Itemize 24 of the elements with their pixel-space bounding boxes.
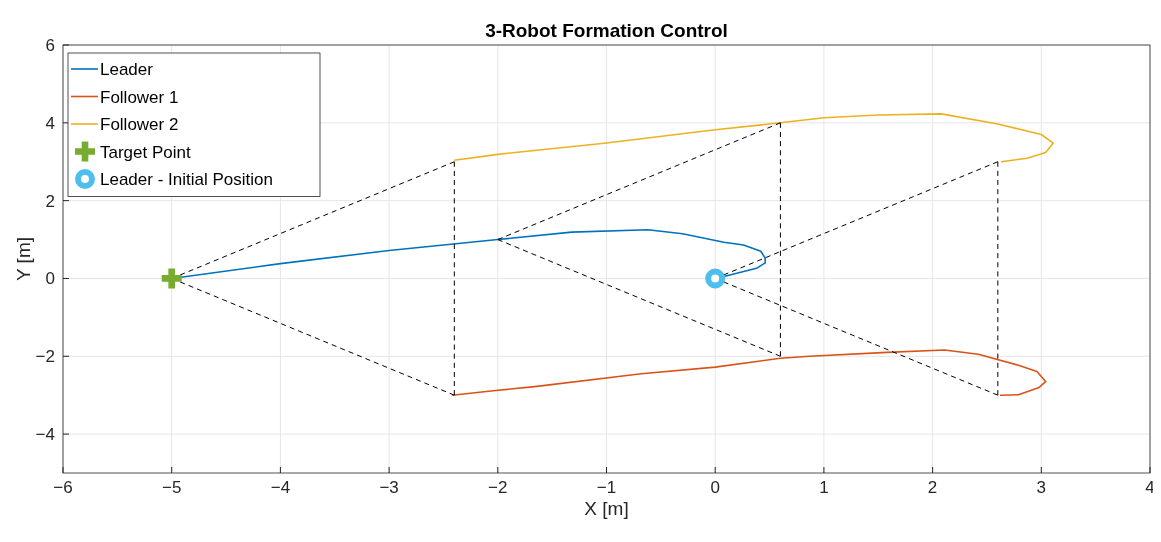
y-tick-label: −4 [35, 425, 55, 445]
y-tick-label: 0 [45, 269, 55, 289]
x-tick-label: 2 [927, 478, 938, 497]
x-tick-label: −5 [162, 478, 182, 497]
x-tick-label: −6 [53, 478, 73, 497]
y-tick-label: 4 [45, 113, 55, 133]
x-tick-label: −1 [596, 478, 617, 497]
x-tick-label: 0 [710, 478, 720, 497]
chart-title: 3-Robot Formation Control [485, 20, 728, 41]
x-tick-label: −2 [488, 478, 508, 497]
legend-label: Follower 1 [100, 87, 179, 107]
y-tick-label: 2 [45, 191, 55, 211]
x-axis-title: X [m] [584, 498, 629, 519]
x-tick-label: 1 [819, 478, 829, 497]
x-tick-label: 3 [1036, 478, 1047, 497]
legend-label: Follower 2 [100, 115, 179, 134]
x-tick-label: −4 [270, 478, 291, 497]
y-axis-title: Y [m] [13, 237, 34, 281]
y-tick-label: −2 [35, 347, 55, 367]
legend-label: Leader - Initial Position [100, 170, 273, 189]
y-tick-label: 6 [45, 36, 55, 55]
legend-label: Target Point [100, 142, 191, 162]
x-tick-label: −3 [379, 478, 399, 497]
legend-label: Leader [100, 60, 154, 79]
